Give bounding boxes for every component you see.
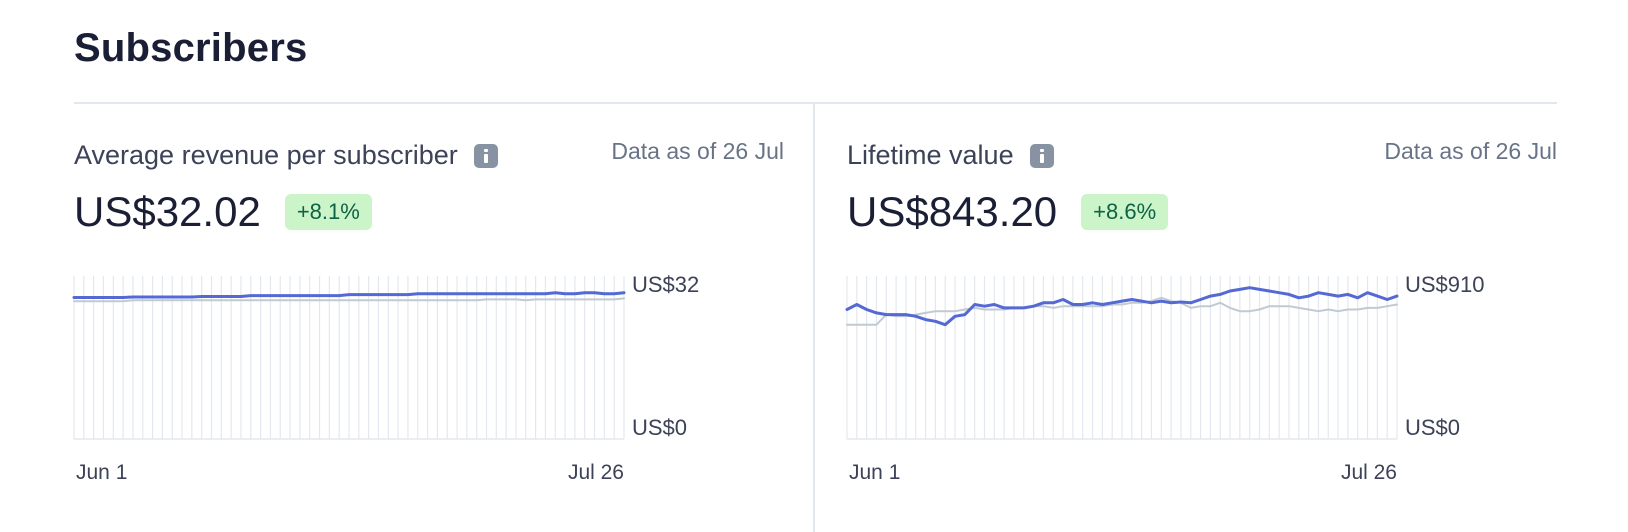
metric-value: US$32.02 <box>74 188 261 235</box>
metric-card-average-revenue[interactable]: Average revenue per subscriber Data as o… <box>72 104 784 532</box>
metric-title-label: Lifetime value <box>847 140 1014 170</box>
change-badge: +8.6% <box>1081 194 1169 230</box>
panel-divider <box>813 104 815 532</box>
y-axis-bottom-label: US$0 <box>632 415 687 440</box>
line-chart: US$32 US$0 Jun 1 Jul 26 <box>72 272 699 484</box>
x-axis-start-label: Jun 1 <box>849 461 900 484</box>
metric-card-lifetime-value[interactable]: Lifetime value Data as of 26 Jul US$843.… <box>845 104 1557 532</box>
series-line-previous <box>846 296 1398 326</box>
metric-title-label: Average revenue per subscriber <box>74 140 458 170</box>
metric-chart[interactable]: US$32 US$0 Jun 1 Jul 26 <box>72 272 784 514</box>
metric-chart[interactable]: US$910 US$0 Jun 1 Jul 26 <box>845 272 1557 514</box>
metric-value: US$843.20 <box>847 188 1058 235</box>
x-axis-end-label: Jul 26 <box>568 461 624 484</box>
page-title: Subscribers <box>74 26 308 70</box>
series-line-current <box>72 291 626 299</box>
metric-title: Average revenue per subscriber <box>74 140 498 171</box>
metric-title: Lifetime value <box>847 140 1054 171</box>
y-axis-top-label: US$32 <box>632 272 699 297</box>
x-axis-start-label: Jun 1 <box>76 461 127 484</box>
line-chart: US$910 US$0 Jun 1 Jul 26 <box>845 272 1485 484</box>
series-line-previous <box>73 297 625 303</box>
metric-value-row: US$32.02 +8.1% <box>74 188 372 236</box>
series-line-current <box>845 286 1399 327</box>
change-badge: +8.1% <box>284 194 372 230</box>
info-icon[interactable] <box>473 143 498 168</box>
data-as-of: Data as of 26 Jul <box>611 138 784 164</box>
data-as-of: Data as of 26 Jul <box>1384 138 1557 164</box>
title-divider <box>74 102 1557 104</box>
y-axis-top-label: US$910 <box>1405 272 1485 297</box>
x-axis-end-label: Jul 26 <box>1341 461 1397 484</box>
info-icon[interactable] <box>1029 143 1054 168</box>
y-axis-bottom-label: US$0 <box>1405 415 1460 440</box>
metric-value-row: US$843.20 +8.6% <box>847 188 1169 236</box>
